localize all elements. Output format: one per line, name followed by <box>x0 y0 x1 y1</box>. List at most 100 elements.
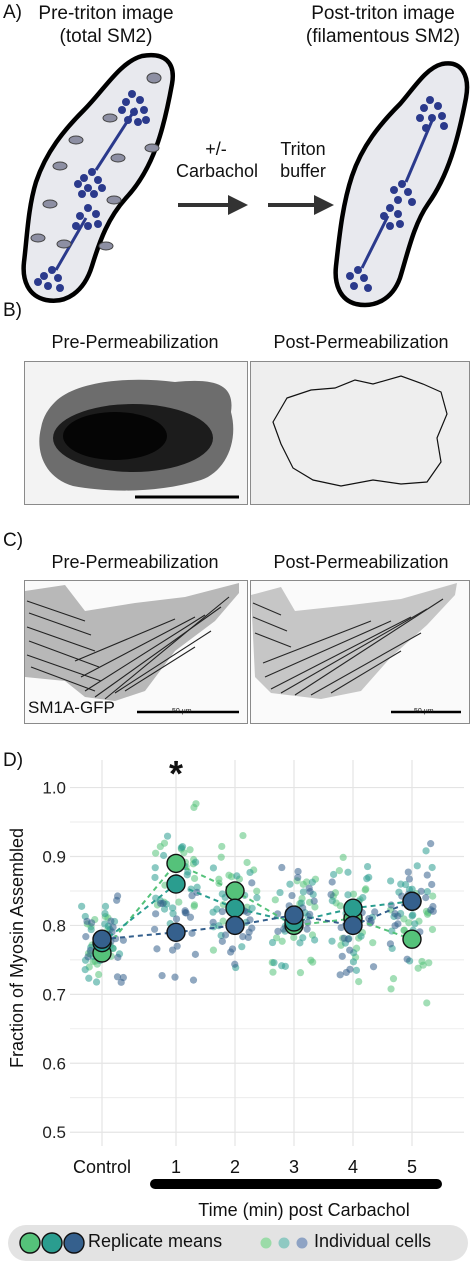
individual-cell-point <box>352 966 361 974</box>
individual-cell-point <box>344 868 352 876</box>
individual-cell-point <box>306 888 314 896</box>
individual-cell-point <box>308 878 316 886</box>
individual-cell-point <box>371 908 379 916</box>
individual-cell-point <box>151 864 159 872</box>
individual-cell-point <box>157 899 165 908</box>
individual-cell-point <box>423 999 431 1007</box>
replicate-1-mean-point <box>166 853 186 874</box>
individual-cell-point <box>169 910 177 918</box>
pre-triton-title: Pre-triton image (total SM2) <box>22 2 190 48</box>
fiber-lines <box>252 598 444 696</box>
remaining-filaments <box>346 96 448 292</box>
individual-cell-point <box>403 955 411 963</box>
construct-label: SM1A-GFP <box>28 698 115 717</box>
individual-cell-point <box>248 904 256 912</box>
individual-cell-point <box>151 925 159 933</box>
individual-cell-point <box>405 875 413 883</box>
individual-cell-point <box>193 883 201 891</box>
carbachol-step-line2: Carbachol <box>176 161 259 181</box>
individual-cell-point <box>253 887 261 895</box>
individual-cell-point <box>181 907 189 915</box>
individual-cell-point <box>386 940 395 948</box>
individual-cell-point <box>188 929 196 937</box>
individual-cell-point <box>304 919 312 927</box>
individual-cell-point <box>349 890 358 898</box>
carbachol-step-line1: +/- <box>205 139 227 159</box>
individual-cell-point <box>428 863 436 872</box>
legend-cells-label: Individual cells <box>314 1231 432 1251</box>
y-tick-label: 0.8 <box>42 916 66 935</box>
individual-cell-point <box>271 896 279 904</box>
sm1a-pre-image <box>24 580 248 724</box>
individual-cell-point <box>310 897 318 905</box>
individual-cell-point <box>186 913 195 921</box>
y-tick-label: 0.6 <box>42 1054 66 1073</box>
individual-cell-point <box>160 905 169 913</box>
y-tick-label: 0.7 <box>42 985 66 1004</box>
y-axis-label: Fraction of Myosin Assembled <box>7 828 27 1068</box>
myosin-filament-stack-upper <box>74 90 150 198</box>
individual-cell-point <box>413 862 421 870</box>
individual-cell-point <box>336 971 344 979</box>
x-tick-label: 2 <box>230 1157 240 1177</box>
panel-c-pre-title: Pre-Permeabilization <box>51 552 219 572</box>
individual-cell-point <box>253 894 261 902</box>
arrow-right-icon <box>178 195 248 215</box>
individual-cell-point <box>107 917 115 925</box>
individual-cell-point <box>248 879 256 887</box>
individual-cell-point <box>338 952 346 960</box>
pre-triton-cell-diagram <box>21 52 176 303</box>
individual-cell-point <box>163 832 172 840</box>
soluble-myosin-monomers <box>30 72 162 251</box>
triton-step-label: Triton buffer <box>268 138 338 182</box>
significance-star: * <box>169 753 183 794</box>
triton-step-line2: buffer <box>280 161 326 181</box>
individual-cell-point <box>87 925 95 934</box>
individual-cell-point <box>246 868 254 877</box>
individual-cell-point <box>417 887 425 895</box>
legend-replicate-3-swatch <box>63 1232 85 1254</box>
individual-cell-point <box>83 917 91 925</box>
cell-outline-micrograph <box>251 362 469 504</box>
individual-cell-point <box>306 910 314 919</box>
individual-cell-point <box>276 888 284 897</box>
individual-cell-point <box>239 933 247 941</box>
individual-cell-point <box>340 934 348 942</box>
post-triton-cell-diagram <box>333 61 470 308</box>
replicate-2-line <box>101 882 413 944</box>
y-tick-label: 1.0 <box>42 779 66 798</box>
individual-cell-point <box>327 890 335 899</box>
panel-b-post-title: Post-Permeabilization <box>273 332 449 352</box>
individual-cell-point <box>335 867 343 875</box>
replicate-1-mean-point <box>225 881 245 901</box>
individual-cell-point <box>349 958 358 966</box>
individual-cell-point <box>209 918 217 926</box>
individual-cell-point <box>119 973 127 982</box>
individual-cell-point <box>219 917 227 925</box>
individual-cell-point <box>425 959 433 967</box>
individual-cell-point <box>391 922 399 930</box>
individual-cell-point <box>160 839 169 847</box>
individual-cell-point <box>337 923 345 932</box>
individual-cell-point <box>286 880 294 888</box>
legend-means-swatches <box>19 1232 85 1254</box>
individual-cell-point <box>311 936 319 944</box>
sm1a-post-image <box>250 580 470 724</box>
pre-triton-title-line2: (total SM2) <box>59 26 153 47</box>
y-tick-label: 0.5 <box>42 1123 66 1142</box>
individual-cell-point <box>81 966 89 974</box>
individual-cell-point <box>391 909 399 918</box>
individual-cell-point <box>423 871 431 879</box>
individual-cell-point <box>401 880 410 889</box>
individual-cell-point <box>218 842 226 851</box>
x-tick-label: 1 <box>171 1157 181 1177</box>
individual-cell-point <box>178 843 187 851</box>
x-axis-label: Time (min) post Carbachol <box>198 1200 409 1220</box>
x-tick-label: 3 <box>289 1157 299 1177</box>
individual-cell-point <box>209 908 217 916</box>
individual-cell-point <box>357 932 365 940</box>
individual-cell-point <box>290 933 298 941</box>
y-tick-label: 0.9 <box>42 848 66 867</box>
individual-cell-point <box>101 902 110 911</box>
x-tick-label: 5 <box>407 1157 417 1177</box>
